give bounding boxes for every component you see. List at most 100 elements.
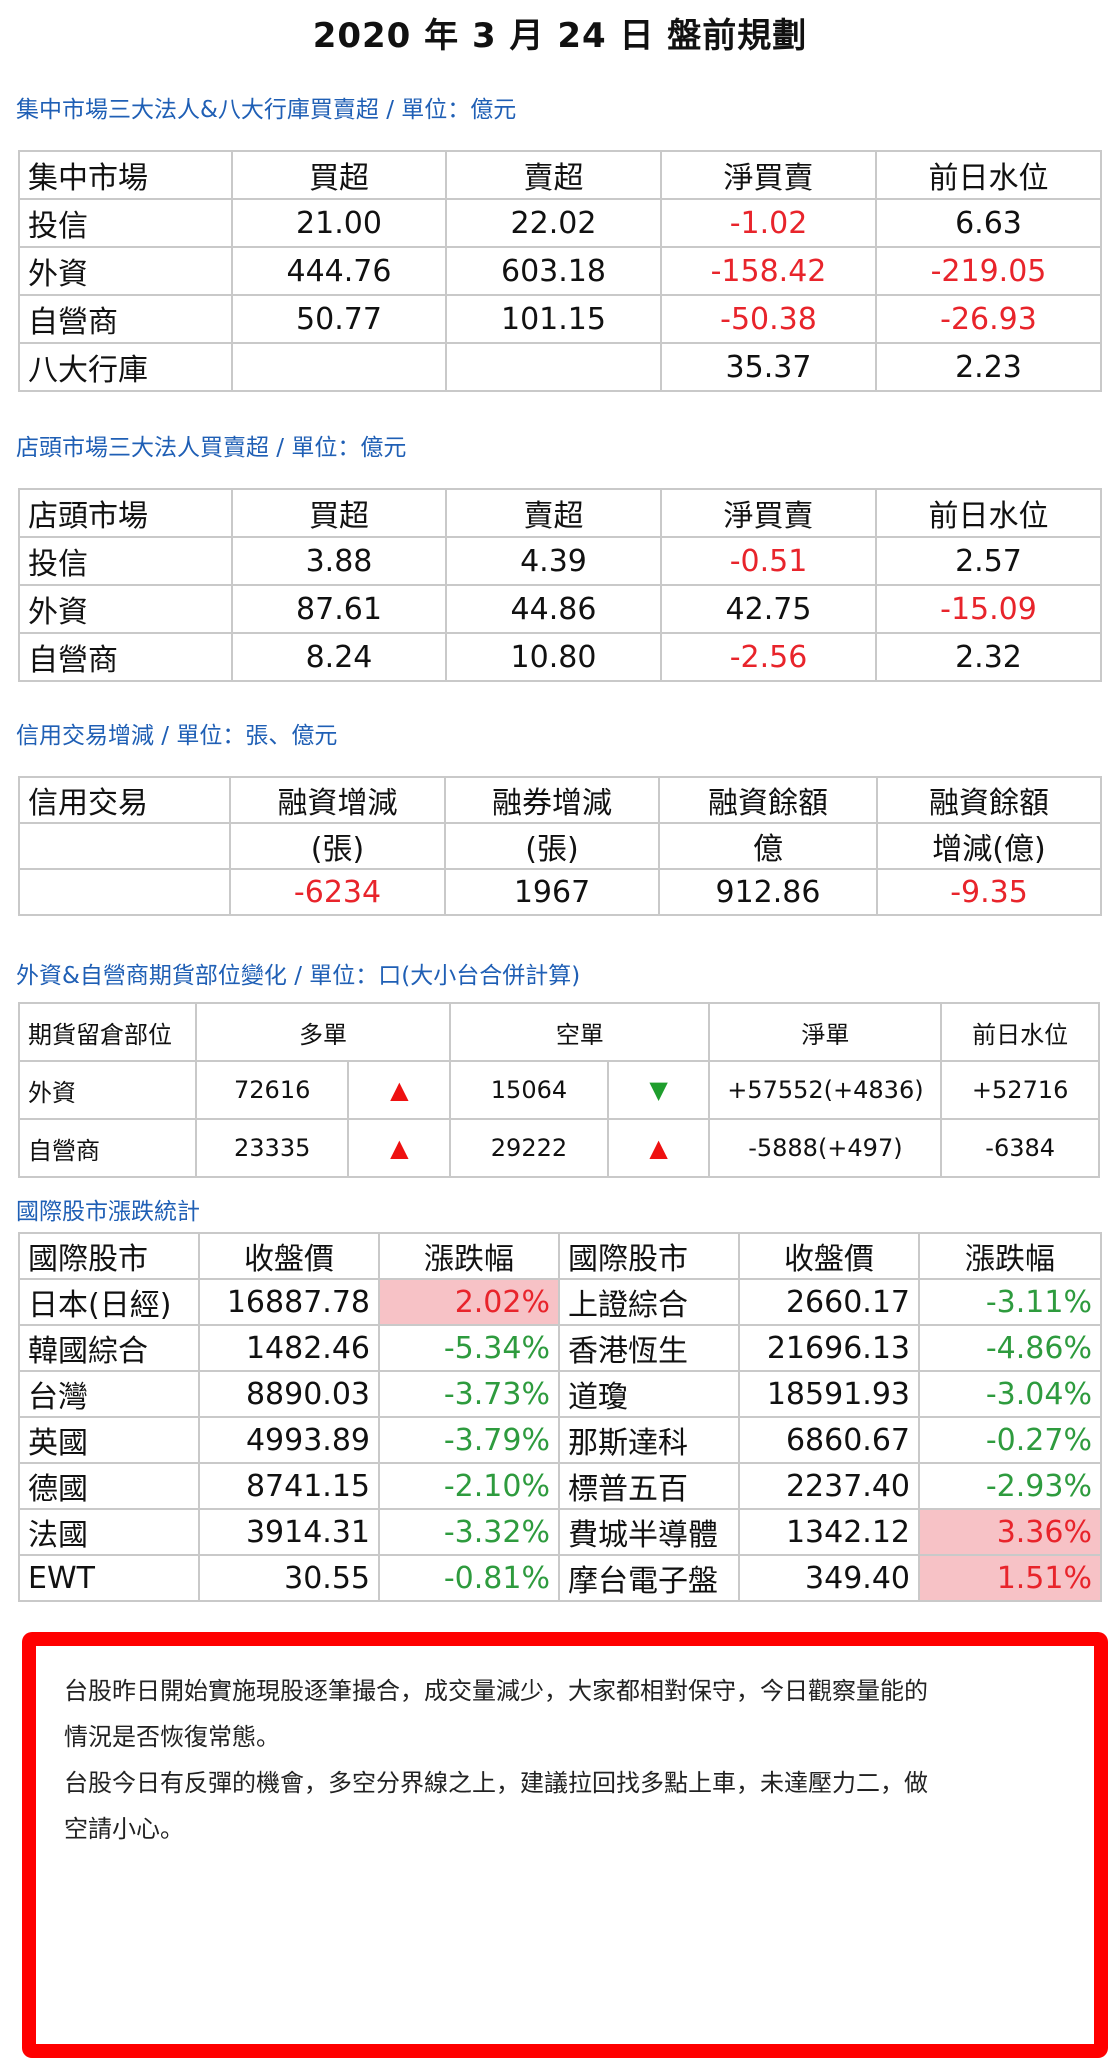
futures-position-table: 期貨留倉部位 多單 空單 淨單 前日水位 外資 72616 ▲ 15064 ▼ … (18, 1002, 1100, 1178)
net-value: -2.56 (660, 632, 877, 682)
change-pct: -5.34% (378, 1324, 560, 1372)
sell-value: 603.18 (445, 246, 662, 296)
row-label (18, 868, 231, 916)
change-pct: -3.32% (378, 1508, 560, 1556)
market-name: 標普五百 (558, 1462, 740, 1510)
market-name: 台灣 (18, 1370, 200, 1418)
section-heading-futures: 外資&自營商期貨部位變化 / 單位：口(大小台合併計算) (16, 963, 581, 989)
change-pct: -3.04% (918, 1370, 1102, 1418)
commentary-line: 情況是否恢復常態。 (64, 1723, 280, 1751)
header-cell: 收盤價 (198, 1232, 380, 1280)
table-row: -6234 1967 912.86 -9.35 (18, 868, 1102, 916)
prev-value: 2.23 (875, 342, 1102, 392)
header-cell: 前日水位 (875, 150, 1102, 200)
table-row: 投信 21.00 22.02 -1.02 6.63 (18, 198, 1102, 248)
close-price: 8890.03 (198, 1370, 380, 1418)
change-pct: -0.27% (918, 1416, 1102, 1464)
net-value: -158.42 (660, 246, 877, 296)
table-row: 外資 72616 ▲ 15064 ▼ +57552(+4836) +52716 (18, 1060, 1100, 1120)
up-arrow-icon: ▲ (606, 1118, 711, 1178)
buy-value: 444.76 (231, 246, 447, 296)
header-cell: 多單 (194, 1002, 452, 1062)
subheader-cell: (張) (444, 822, 660, 870)
row-label: 投信 (18, 536, 233, 586)
net-value: -50.38 (660, 294, 877, 344)
prev-value: -6384 (940, 1118, 1100, 1178)
short-value: 29222 (449, 1118, 609, 1178)
market-name: 那斯達科 (558, 1416, 740, 1464)
close-price: 18591.93 (738, 1370, 920, 1418)
sell-value (445, 342, 662, 392)
table-row: 德國 8741.15 -2.10% 標普五百 2237.40 -2.93% (18, 1462, 1102, 1510)
market-name: 香港恆生 (558, 1324, 740, 1372)
up-arrow-icon: ▲ (347, 1118, 452, 1178)
header-cell: 信用交易 (18, 776, 231, 824)
header-cell: 賣超 (445, 488, 662, 538)
header-cell: 融資餘額 (876, 776, 1102, 824)
header-cell: 收盤價 (738, 1232, 920, 1280)
header-cell: 期貨留倉部位 (18, 1002, 197, 1062)
market-name: 上證綜合 (558, 1278, 740, 1326)
long-value: 72616 (194, 1060, 350, 1120)
market-name: 摩台電子盤 (558, 1554, 740, 1602)
close-price: 16887.78 (198, 1278, 380, 1326)
close-price: 8741.15 (198, 1462, 380, 1510)
buy-value: 87.61 (231, 584, 447, 634)
close-price: 6860.67 (738, 1416, 920, 1464)
market-name: 德國 (18, 1462, 200, 1510)
net-value: +57552(+4836) (708, 1060, 943, 1120)
change-pct: -3.79% (378, 1416, 560, 1464)
header-cell: 融資增減 (229, 776, 446, 824)
net-value: -5888(+497) (708, 1118, 943, 1178)
row-label: 八大行庫 (18, 342, 233, 392)
row-label: 外資 (18, 246, 233, 296)
prev-value: -15.09 (875, 584, 1102, 634)
header-cell: 融券增減 (444, 776, 660, 824)
row-label: 投信 (18, 198, 233, 248)
table-row: 日本(日經) 16887.78 2.02% 上證綜合 2660.17 -3.11… (18, 1278, 1102, 1326)
table-header-row: 集中市場 買超 賣超 淨買賣 前日水位 (18, 150, 1102, 200)
close-price: 30.55 (198, 1554, 380, 1602)
close-price: 1342.12 (738, 1508, 920, 1556)
section-heading-global-markets: 國際股市漲跌統計 (16, 1199, 200, 1225)
short-value: 15064 (449, 1060, 609, 1120)
market-name: 法國 (18, 1508, 200, 1556)
margin-trading-table: 信用交易 融資增減 融券增減 融資餘額 融資餘額 (張) (張) 億 增減(億)… (18, 776, 1102, 916)
long-value: 23335 (194, 1118, 350, 1178)
header-cell: 淨買賣 (660, 488, 877, 538)
row-label: 自營商 (18, 632, 233, 682)
short-change-value: 1967 (444, 868, 660, 916)
buy-value (231, 342, 447, 392)
section-heading-margin-trading: 信用交易增減 / 單位：張、億元 (16, 723, 338, 749)
margin-change-value: -6234 (229, 868, 446, 916)
table-row: 台灣 8890.03 -3.73% 道瓊 18591.93 -3.04% (18, 1370, 1102, 1418)
table-row: 外資 444.76 603.18 -158.42 -219.05 (18, 246, 1102, 296)
table-header-row: 店頭市場 買超 賣超 淨買賣 前日水位 (18, 488, 1102, 538)
row-label: 外資 (18, 1060, 197, 1120)
commentary-box: 台股昨日開始實施現股逐筆撮合，成交量減少，大家都相對保守，今日觀察量能的 情況是… (22, 1632, 1108, 2058)
net-value: 42.75 (660, 584, 877, 634)
header-cell: 漲跌幅 (378, 1232, 560, 1280)
header-cell: 買超 (231, 488, 447, 538)
change-pct: -3.73% (378, 1370, 560, 1418)
table-row: 外資 87.61 44.86 42.75 -15.09 (18, 584, 1102, 634)
close-price: 21696.13 (738, 1324, 920, 1372)
table-row: 自營商 8.24 10.80 -2.56 2.32 (18, 632, 1102, 682)
table-header-row: 國際股市 收盤價 漲跌幅 國際股市 收盤價 漲跌幅 (18, 1232, 1102, 1280)
header-cell: 賣超 (445, 150, 662, 200)
section-heading-otc-market: 店頭市場三大法人買賣超 / 單位：億元 (16, 435, 407, 461)
sell-value: 22.02 (445, 198, 662, 248)
subheader-cell: 億 (658, 822, 878, 870)
change-pct: -2.10% (378, 1462, 560, 1510)
sell-value: 4.39 (445, 536, 662, 586)
sell-value: 10.80 (445, 632, 662, 682)
prev-value: 2.57 (875, 536, 1102, 586)
header-cell: 國際股市 (18, 1232, 200, 1280)
close-price: 1482.46 (198, 1324, 380, 1372)
row-label: 自營商 (18, 294, 233, 344)
close-price: 3914.31 (198, 1508, 380, 1556)
header-cell: 國際股市 (558, 1232, 740, 1280)
buy-value: 21.00 (231, 198, 447, 248)
market-name: 費城半導體 (558, 1508, 740, 1556)
sell-value: 101.15 (445, 294, 662, 344)
